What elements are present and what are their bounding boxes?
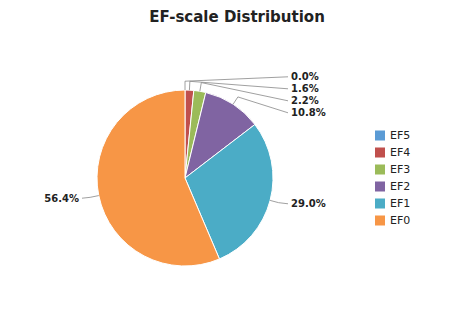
legend-item: EF0	[375, 214, 410, 227]
legend-label: EF4	[390, 146, 410, 159]
leader-line	[82, 196, 99, 199]
legend-swatch	[375, 148, 385, 158]
legend-swatch	[375, 199, 385, 209]
data-label: 56.4%	[44, 193, 79, 204]
data-label: 29.0%	[291, 198, 326, 209]
legend-swatch	[375, 182, 385, 192]
data-label: 2.2%	[291, 95, 319, 106]
legend-item: EF5	[375, 129, 410, 142]
legend-swatch	[375, 131, 385, 141]
legend-item: EF3	[375, 163, 410, 176]
legend-label: EF3	[390, 163, 410, 176]
legend-swatch	[375, 216, 385, 226]
legend-item: EF1	[375, 197, 410, 210]
legend-item: EF4	[375, 146, 410, 159]
slice	[97, 90, 219, 266]
data-label: 0.0%	[291, 71, 319, 82]
leader-line	[189, 81, 288, 90]
chart: EF-scale Distribution 0.0%1.6%2.2%10.8% 29…	[0, 0, 474, 309]
legend: EF5 EF4 EF3 EF2 EF1 EF0	[375, 129, 410, 227]
legend-label: EF1	[390, 197, 410, 210]
legend-swatch	[375, 165, 385, 175]
pie: 0.0%1.6%2.2%10.8% 29.0% 56.4%	[44, 71, 325, 266]
leader-line	[270, 200, 288, 203]
leader-line	[200, 83, 288, 101]
leader-line	[233, 97, 288, 113]
legend-label: EF2	[390, 180, 410, 193]
data-label: 10.8%	[291, 107, 326, 118]
legend-item: EF2	[375, 180, 410, 193]
legend-label: EF0	[390, 214, 410, 227]
title: EF-scale Distribution	[149, 8, 325, 26]
legend-label: EF5	[390, 129, 410, 142]
chart-container: EF-scale Distribution 0.0%1.6%2.2%10.8% 29…	[0, 0, 474, 309]
data-label: 1.6%	[291, 83, 319, 94]
